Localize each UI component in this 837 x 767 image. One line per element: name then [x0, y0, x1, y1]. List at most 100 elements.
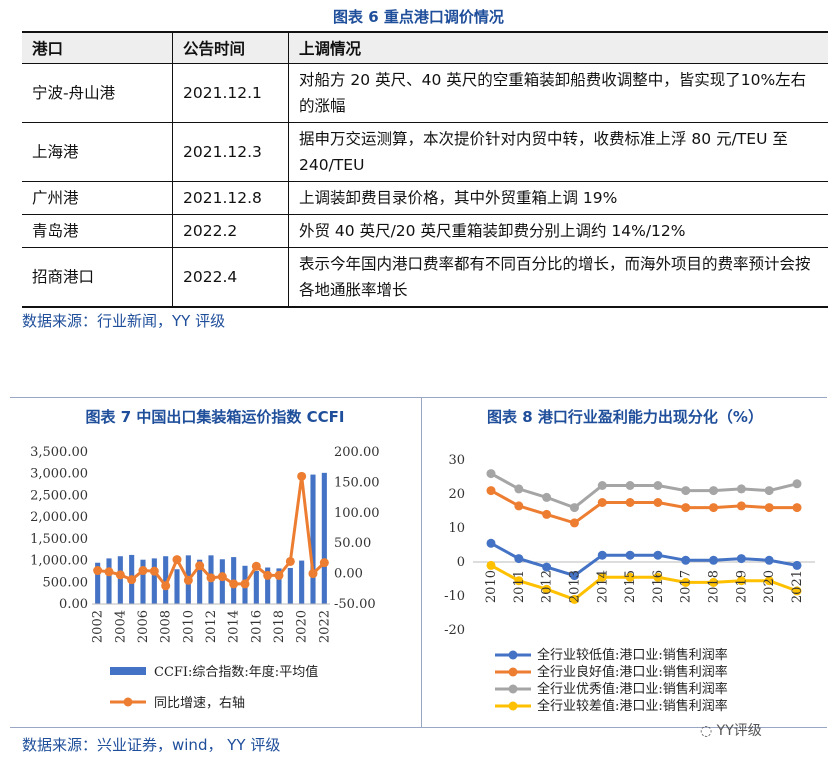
- legend-marker: [508, 684, 518, 694]
- series-point: [569, 571, 579, 581]
- table-row: 招商港口 2022.4 表示今年国内港口费率都有不同百分比的增长，而海外项目的费…: [22, 247, 828, 308]
- x-tick-label: 2012: [204, 610, 219, 643]
- series-point: [514, 576, 524, 586]
- series-point: [736, 554, 746, 564]
- y-right-tick-label: -50.00: [334, 597, 376, 612]
- series-point: [709, 577, 719, 587]
- ccfi-bar: [197, 559, 203, 604]
- legend-marker: [508, 650, 518, 660]
- x-tick-label: 2014: [227, 610, 242, 643]
- series-point: [597, 498, 607, 507]
- x-tick-label: 2012: [540, 570, 555, 603]
- yoy-growth-point: [251, 561, 261, 571]
- series-point: [764, 503, 774, 513]
- series-point: [653, 550, 663, 560]
- y-left-tick-label: 0.00: [59, 597, 88, 612]
- y-left-tick-label: 2,500.00: [30, 488, 88, 503]
- x-tick-label: 2013: [567, 570, 582, 603]
- series-point: [736, 576, 746, 586]
- cell-port: 青岛港: [22, 214, 173, 248]
- y-right-tick-label: 150.00: [334, 475, 380, 490]
- series-point: [709, 555, 719, 565]
- yoy-growth-point: [285, 556, 295, 566]
- x-tick-label: 2020: [762, 570, 777, 603]
- series-point: [514, 484, 524, 494]
- yoy-growth-point: [195, 561, 205, 571]
- yoy-growth-point: [127, 575, 137, 585]
- profit-margin-chart: -20 -10 0 10 20 30 2010 2011 2012 2013 2014 2015 201…: [444, 453, 815, 714]
- yoy-growth-point: [104, 567, 114, 577]
- ccfi-bar: [287, 567, 293, 604]
- cell-port: 宁波-舟山港: [22, 63, 173, 123]
- x-tick-label: 2017: [679, 570, 694, 603]
- header-detail: 上调情况: [288, 31, 828, 64]
- series-point: [514, 501, 524, 511]
- legend-bar-label: CCFI:综合指数:年度:平均值: [154, 664, 318, 680]
- x-tick-label: 2022: [317, 610, 332, 643]
- x-tick-label: 2011: [512, 570, 527, 603]
- x-tick-label: 2006: [136, 610, 151, 643]
- series-point: [764, 555, 774, 565]
- y-tick-label: -20: [444, 623, 465, 638]
- series-point: [625, 572, 635, 582]
- ccfi-chart: 0.00 500.00 1,000.00 1,500.00 2,000.00 2,500.…: [30, 445, 380, 711]
- ccfi-bar: [95, 562, 101, 604]
- header-port: 港口: [22, 31, 173, 64]
- series-point: [542, 562, 552, 572]
- charts-middle-divider: [421, 397, 422, 727]
- ccfi-bar: [106, 558, 112, 604]
- yoy-growth-point: [274, 570, 284, 580]
- series-point: [514, 554, 524, 564]
- chart8-title: 图表 8 港口行业盈利能力出现分化（%）: [487, 408, 763, 426]
- series-point: [736, 484, 746, 494]
- x-tick-label: 2002: [91, 610, 106, 643]
- series-point: [569, 518, 579, 528]
- legend-marker: [508, 701, 518, 711]
- series-point: [681, 503, 691, 513]
- series-point: [486, 486, 496, 496]
- cell-port: 广州港: [22, 181, 173, 215]
- series-point: [792, 503, 802, 513]
- series-point: [681, 486, 691, 496]
- ccfi-bar: [321, 472, 327, 604]
- cell-detail: 外贸 40 英尺/20 英尺重箱装卸费分别上调约 14%/12%: [288, 214, 828, 248]
- yoy-growth-point: [93, 566, 103, 576]
- series-point: [486, 469, 496, 479]
- ccfi-bar: [310, 474, 316, 604]
- series-line: [490, 472, 798, 510]
- cell-detail: 表示今年国内港口费率都有不同百分比的增长，而海外项目的费率预计会按各地通胀率增长: [288, 247, 828, 308]
- ccfi-bar: [219, 559, 225, 604]
- chart7-title: 图表 7 中国出口集装箱运价指数 CCFI: [85, 408, 345, 426]
- legend-label: 全行业较差值:港口业:销售利润率: [537, 698, 728, 714]
- x-tick-label: 2016: [651, 570, 666, 603]
- series-point: [486, 560, 496, 570]
- series-point: [653, 481, 663, 490]
- header-date: 公告时间: [172, 31, 289, 64]
- series-point: [542, 584, 552, 594]
- series-point: [709, 486, 719, 496]
- y-left-tick-label: 1,500.00: [30, 532, 88, 547]
- series-point: [569, 594, 579, 604]
- series-point: [792, 560, 802, 570]
- series-point: [486, 538, 496, 548]
- series-point: [792, 586, 802, 596]
- table-row: 青岛港 2022.2 外贸 40 英尺/20 英尺重箱装卸费分别上调约 14%/…: [22, 214, 828, 248]
- y-tick-label: 0: [457, 555, 465, 570]
- yoy-growth-point: [206, 573, 216, 583]
- yoy-growth-point: [263, 570, 273, 580]
- ccfi-bar: [299, 560, 305, 604]
- charts-top-divider: [10, 397, 827, 398]
- yoy-growth-point: [183, 575, 193, 585]
- cell-detail: 上调装卸费目录价格，其中外贸重箱上调 19%: [288, 181, 828, 215]
- y-right-tick-label: 0.00: [334, 567, 363, 582]
- series-point: [542, 492, 552, 502]
- x-tick-label: 2015: [623, 570, 638, 603]
- table-header-row: 港口 公告时间 上调情况: [22, 31, 828, 64]
- legend-line-marker: [123, 697, 133, 707]
- series-point: [653, 572, 663, 582]
- y-right-tick-label: 200.00: [334, 445, 380, 460]
- cell-port: 招商港口: [22, 247, 173, 308]
- yoy-growth-point: [172, 555, 182, 565]
- watermark-logo: ◌ YY评级: [700, 720, 762, 740]
- charts-bottom-divider: [10, 727, 827, 728]
